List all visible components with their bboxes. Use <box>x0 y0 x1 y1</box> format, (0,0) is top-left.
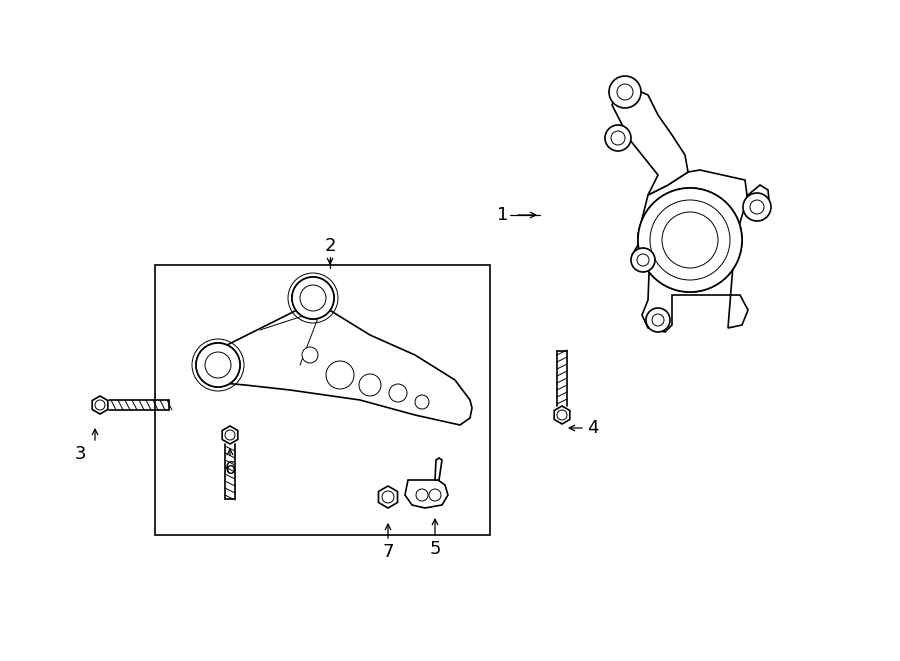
Polygon shape <box>223 306 472 425</box>
Circle shape <box>662 212 718 268</box>
Circle shape <box>416 489 428 501</box>
Circle shape <box>605 125 631 151</box>
Circle shape <box>611 131 625 145</box>
Polygon shape <box>435 458 442 480</box>
Circle shape <box>300 285 326 311</box>
Polygon shape <box>405 480 448 508</box>
Circle shape <box>389 384 407 402</box>
Circle shape <box>662 212 718 268</box>
Text: 3: 3 <box>74 445 86 463</box>
Bar <box>155 265 490 535</box>
Circle shape <box>359 374 381 396</box>
Polygon shape <box>222 426 238 444</box>
Polygon shape <box>612 88 688 195</box>
Polygon shape <box>92 396 108 414</box>
Polygon shape <box>632 170 770 332</box>
Circle shape <box>292 277 334 319</box>
Text: 1: 1 <box>497 206 508 224</box>
Circle shape <box>292 277 334 319</box>
Circle shape <box>750 200 764 214</box>
Circle shape <box>95 400 105 410</box>
Text: 6: 6 <box>224 460 236 478</box>
Circle shape <box>609 76 641 108</box>
Circle shape <box>743 193 771 221</box>
Circle shape <box>617 84 633 100</box>
Text: 4: 4 <box>587 419 599 437</box>
Circle shape <box>650 200 730 280</box>
Circle shape <box>637 254 649 266</box>
Circle shape <box>302 347 318 363</box>
Text: 2: 2 <box>324 237 336 255</box>
Circle shape <box>205 352 231 378</box>
Circle shape <box>557 410 567 420</box>
Circle shape <box>631 248 655 272</box>
Circle shape <box>429 489 441 501</box>
Circle shape <box>382 491 394 503</box>
Circle shape <box>196 343 240 387</box>
Circle shape <box>652 314 664 326</box>
Circle shape <box>300 285 326 311</box>
Circle shape <box>638 188 742 292</box>
Polygon shape <box>379 486 398 508</box>
Circle shape <box>196 343 240 387</box>
Circle shape <box>225 430 235 440</box>
Circle shape <box>638 188 742 292</box>
Text: 7: 7 <box>382 543 394 561</box>
Circle shape <box>415 395 429 409</box>
Circle shape <box>205 352 231 378</box>
Polygon shape <box>554 406 570 424</box>
Text: 5: 5 <box>429 540 441 558</box>
Circle shape <box>650 200 730 280</box>
Circle shape <box>646 308 670 332</box>
Circle shape <box>326 361 354 389</box>
